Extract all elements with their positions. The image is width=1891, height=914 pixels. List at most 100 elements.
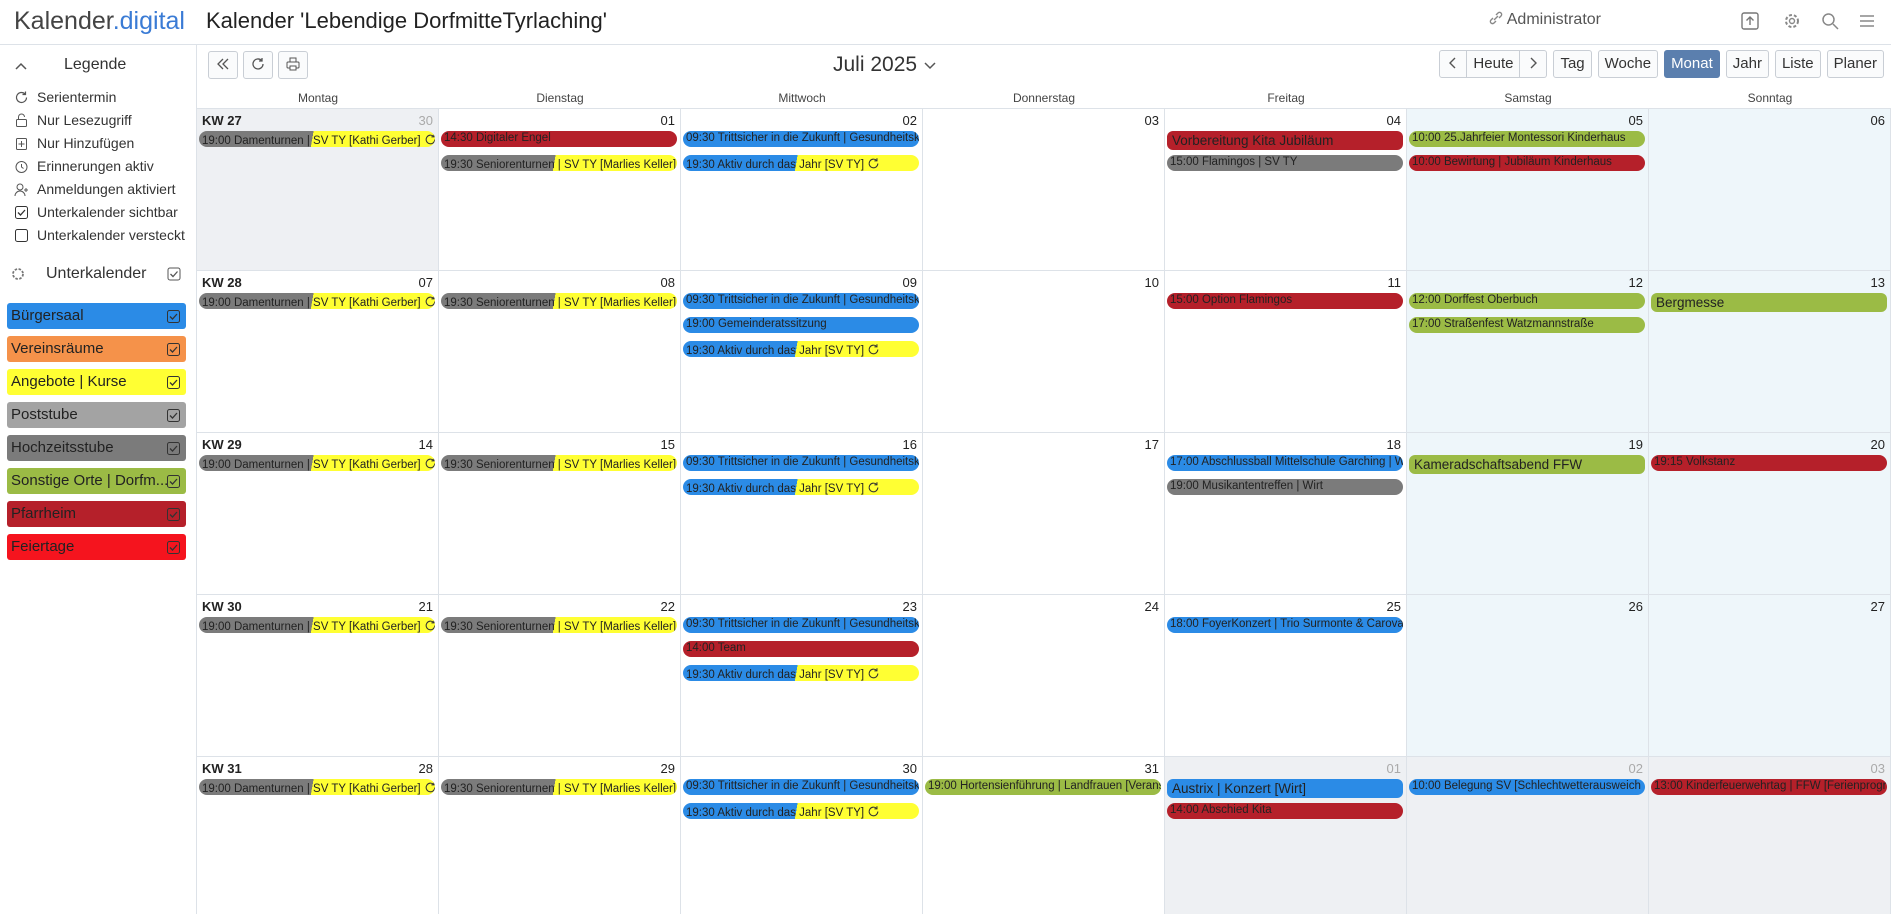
- day-cell[interactable]: 05 10:00 25.Jahrfeier Montessori Kinderha…: [1407, 109, 1649, 271]
- event[interactable]: 19:15 Volkstanz: [1651, 455, 1887, 471]
- day-cell[interactable]: 25 18:00 FoyerKonzert | Trio Surmonte & C…: [1165, 595, 1407, 757]
- visibility-checkbox[interactable]: [166, 441, 181, 456]
- day-cell[interactable]: 22 19:30 Seniorenturnen | SV TY [Marlies …: [439, 595, 681, 757]
- event[interactable]: 19:00 Gemeinderatssitzung: [683, 317, 919, 333]
- visibility-checkbox[interactable]: [166, 540, 181, 555]
- refresh-button[interactable]: [243, 51, 273, 79]
- event[interactable]: 19:00 Damenturnen | SV TY [Kathi Gerber]: [199, 131, 435, 147]
- user-link[interactable]: Administrator: [1489, 11, 1601, 29]
- search-button[interactable]: [1820, 11, 1840, 31]
- event[interactable]: 19:00 Damenturnen | SV TY [Kathi Gerber]: [199, 617, 435, 633]
- day-cell[interactable]: 16 09:30 Trittsicher in die Zukunft | Ges…: [681, 433, 923, 595]
- visibility-checkbox[interactable]: [166, 507, 181, 522]
- logo[interactable]: Kalender.digital: [14, 7, 185, 36]
- visibility-checkbox[interactable]: [166, 342, 181, 357]
- event[interactable]: 09:30 Trittsicher in die Zukunft | Gesun…: [683, 779, 919, 795]
- event[interactable]: 19:30 Aktiv durch das Jahr [SV TY]: [683, 155, 919, 171]
- day-cell[interactable]: KW 31 28 19:00 Damenturnen | SV TY [Kathi …: [197, 757, 439, 914]
- day-cell[interactable]: 03 13:00 Kinderfeuerwehrtag | FFW [Ferien…: [1649, 757, 1891, 914]
- day-cell[interactable]: 09 09:30 Trittsicher in die Zukunft | Ges…: [681, 271, 923, 433]
- event[interactable]: 19:30 Seniorenturnen | SV TY [Marlies Ke…: [441, 293, 677, 309]
- visibility-checkbox[interactable]: [166, 474, 181, 489]
- back-button[interactable]: [208, 51, 238, 79]
- event[interactable]: 10:00 Belegung SV [Schlechtwetterausweic…: [1409, 779, 1645, 795]
- day-cell[interactable]: 12 12:00 Dorffest Oberbuch 17:00 Straßenfe…: [1407, 271, 1649, 433]
- settings-button[interactable]: [1782, 11, 1802, 31]
- event[interactable]: 10:00 25.Jahrfeier Montessori Kinderhaus: [1409, 131, 1645, 147]
- event[interactable]: 19:00 Musikantentreffen | Wirt: [1167, 479, 1403, 495]
- visibility-checkbox[interactable]: [166, 408, 181, 423]
- event[interactable]: 15:00 Flamingos | SV TY: [1167, 155, 1403, 171]
- event[interactable]: 19:00 Damenturnen | SV TY [Kathi Gerber]: [199, 455, 435, 471]
- event[interactable]: 17:00 Abschlussball Mittelschule Garchin…: [1167, 455, 1403, 471]
- day-cell[interactable]: 11 15:00 Option Flamingos: [1165, 271, 1407, 433]
- subcalendar[interactable]: Feiertage: [7, 534, 186, 560]
- subcalendar[interactable]: Sonstige Orte | Dorfm...: [7, 468, 186, 494]
- day-cell[interactable]: 06: [1649, 109, 1891, 271]
- day-cell[interactable]: 08 19:30 Seniorenturnen | SV TY [Marlies …: [439, 271, 681, 433]
- event[interactable]: 14:00 Team: [683, 641, 919, 657]
- event[interactable]: 13:00 Kinderfeuerwehrtag | FFW [Ferienpr…: [1651, 779, 1887, 795]
- event[interactable]: 19:30 Seniorenturnen | SV TY [Marlies Ke…: [441, 779, 677, 795]
- day-cell[interactable]: 02 09:30 Trittsicher in die Zukunft | Ges…: [681, 109, 923, 271]
- day-cell[interactable]: 01 14:30 Digitaler Engel 19:30 Seniorentur…: [439, 109, 681, 271]
- subcalendar[interactable]: Vereinsräume: [7, 336, 186, 362]
- day-cell[interactable]: 01 Austrix | Konzert [Wirt] 14:00 Abschied…: [1165, 757, 1407, 914]
- event[interactable]: 19:30 Seniorenturnen | SV TY [Marlies Ke…: [441, 455, 677, 471]
- event[interactable]: 19:30 Aktiv durch das Jahr [SV TY]: [683, 479, 919, 495]
- subcalendar[interactable]: Hochzeitsstube: [7, 435, 186, 461]
- event[interactable]: 19:30 Aktiv durch das Jahr [SV TY]: [683, 803, 919, 819]
- collapse-legend[interactable]: [14, 61, 28, 71]
- view-button[interactable]: Woche: [1597, 50, 1659, 78]
- day-cell[interactable]: 04 Vorbereitung Kita Jubiläum 15:00 Flamin…: [1165, 109, 1407, 271]
- day-cell[interactable]: 24: [923, 595, 1165, 757]
- subcalendar[interactable]: Bürgersaal: [7, 303, 186, 329]
- today-button[interactable]: Heute: [1467, 50, 1521, 78]
- day-cell[interactable]: 03: [923, 109, 1165, 271]
- subcalendar[interactable]: Angebote | Kurse: [7, 369, 186, 395]
- event[interactable]: 19:30 Seniorenturnen | SV TY [Marlies Ke…: [441, 155, 677, 171]
- event[interactable]: 09:30 Trittsicher in die Zukunft | Gesun…: [683, 293, 919, 309]
- menu-button[interactable]: [1857, 11, 1877, 31]
- day-cell[interactable]: KW 30 21 19:00 Damenturnen | SV TY [Kathi …: [197, 595, 439, 757]
- toggle-all[interactable]: [167, 267, 181, 281]
- day-cell[interactable]: KW 27 30 19:00 Damenturnen | SV TY [Kathi …: [197, 109, 439, 271]
- event[interactable]: Bergmesse: [1651, 293, 1887, 312]
- day-cell[interactable]: 10: [923, 271, 1165, 433]
- event[interactable]: 19:00 Damenturnen | SV TY [Kathi Gerber]: [199, 779, 435, 795]
- day-cell[interactable]: 29 19:30 Seniorenturnen | SV TY [Marlies …: [439, 757, 681, 914]
- day-cell[interactable]: KW 28 07 19:00 Damenturnen | SV TY [Kathi …: [197, 271, 439, 433]
- next-button[interactable]: [1520, 50, 1548, 78]
- day-cell[interactable]: 18 17:00 Abschlussball Mittelschule Garch…: [1165, 433, 1407, 595]
- day-cell[interactable]: 19 Kameradschaftsabend FFW: [1407, 433, 1649, 595]
- view-button[interactable]: Liste: [1774, 50, 1821, 78]
- view-button[interactable]: Planer: [1826, 50, 1884, 78]
- event[interactable]: Kameradschaftsabend FFW: [1409, 455, 1645, 474]
- subcalendar[interactable]: Pfarrheim: [7, 501, 186, 527]
- day-cell[interactable]: 13 Bergmesse: [1649, 271, 1891, 433]
- day-cell[interactable]: 27: [1649, 595, 1891, 757]
- event[interactable]: 09:30 Trittsicher in die Zukunft | Gesun…: [683, 131, 919, 147]
- view-button[interactable]: Jahr: [1725, 50, 1769, 78]
- subcalendar-settings[interactable]: [10, 266, 26, 282]
- day-cell[interactable]: 02 10:00 Belegung SV [Schlechtwetterauswe…: [1407, 757, 1649, 914]
- event[interactable]: 10:00 Bewirtung | Jubiläum Kinderhaus: [1409, 155, 1645, 171]
- prev-button[interactable]: [1439, 50, 1468, 78]
- event[interactable]: 19:00 Damenturnen | SV TY [Kathi Gerber]: [199, 293, 435, 309]
- event[interactable]: 09:30 Trittsicher in die Zukunft | Gesun…: [683, 617, 919, 633]
- day-cell[interactable]: 15 19:30 Seniorenturnen | SV TY [Marlies …: [439, 433, 681, 595]
- event[interactable]: 19:30 Aktiv durch das Jahr [SV TY]: [683, 341, 919, 357]
- event[interactable]: 19:30 Seniorenturnen | SV TY [Marlies Ke…: [441, 617, 677, 633]
- event[interactable]: 09:30 Trittsicher in die Zukunft | Gesun…: [683, 455, 919, 471]
- day-cell[interactable]: 26: [1407, 595, 1649, 757]
- event[interactable]: Austrix | Konzert [Wirt]: [1167, 779, 1403, 798]
- day-cell[interactable]: 17: [923, 433, 1165, 595]
- day-cell[interactable]: 23 09:30 Trittsicher in die Zukunft | Ges…: [681, 595, 923, 757]
- share-button[interactable]: [1740, 11, 1760, 31]
- visibility-checkbox[interactable]: [166, 375, 181, 390]
- day-cell[interactable]: 20 19:15 Volkstanz: [1649, 433, 1891, 595]
- event[interactable]: Vorbereitung Kita Jubiläum: [1167, 131, 1403, 150]
- event[interactable]: 18:00 FoyerKonzert | Trio Surmonte & Car…: [1167, 617, 1403, 633]
- print-button[interactable]: [278, 51, 308, 79]
- day-cell[interactable]: 31 19:00 Hortensienführung | Landfrauen […: [923, 757, 1165, 914]
